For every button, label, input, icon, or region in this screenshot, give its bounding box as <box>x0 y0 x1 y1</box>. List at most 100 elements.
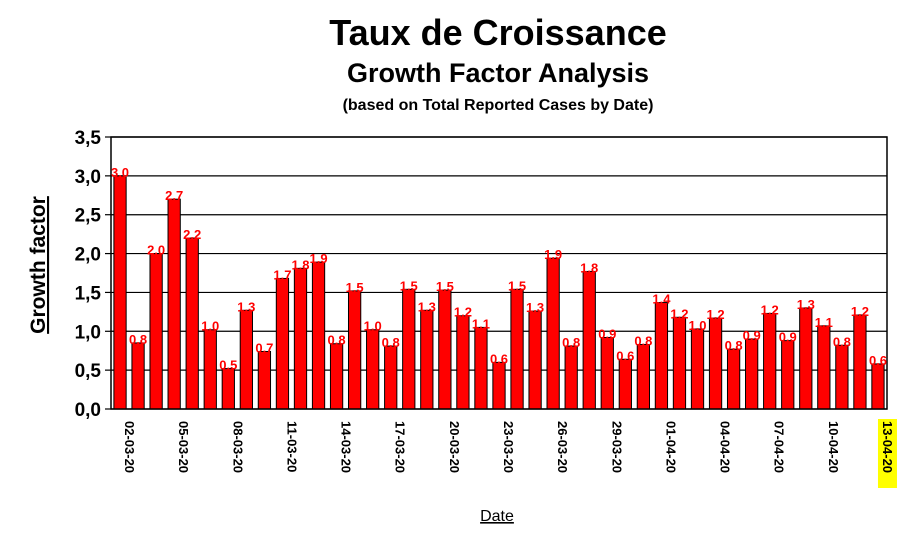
x-tick-label: 08-03-20 <box>230 421 245 473</box>
bar <box>438 289 452 410</box>
x-tick: 02-03-20 <box>122 421 137 473</box>
data-label: 1,3 <box>237 299 255 314</box>
bar <box>167 198 181 410</box>
bar <box>402 288 416 410</box>
data-label: 0,5 <box>219 358 237 373</box>
x-tick-label: 11-03-20 <box>284 421 299 472</box>
data-label: 1,2 <box>670 306 688 321</box>
y-axis-label: Growth factor <box>27 196 50 334</box>
bar <box>347 290 362 410</box>
x-axis-label: Date <box>480 508 514 525</box>
data-label: 2,0 <box>147 243 165 258</box>
bar <box>799 307 813 410</box>
x-tick-label: 10-04-20 <box>826 421 841 473</box>
data-label: 0,9 <box>743 328 761 343</box>
data-label: 1,5 <box>508 278 526 293</box>
x-tick: 08-03-20 <box>230 421 245 473</box>
y-tick-label: 2,0 <box>75 245 101 266</box>
data-label: 1,9 <box>544 247 562 262</box>
bar <box>600 337 614 410</box>
bar <box>745 338 759 410</box>
x-tick-label: 02-03-20 <box>122 421 137 473</box>
bar <box>131 342 145 410</box>
data-label: 0,8 <box>833 334 851 349</box>
chart-subtitle: Growth Factor Analysis <box>346 58 650 88</box>
x-tick-label: 26-03-20 <box>555 421 570 473</box>
data-label: 2,2 <box>183 227 201 242</box>
bar <box>636 343 651 410</box>
bar <box>654 302 669 410</box>
x-tick: 04-04-20 <box>718 421 733 473</box>
data-label: 1,1 <box>815 315 833 330</box>
data-label: 1,8 <box>580 260 598 275</box>
bar <box>185 237 199 410</box>
x-tick: 01-04-20 <box>663 421 678 473</box>
bar <box>384 345 398 410</box>
data-label: 0,8 <box>562 335 580 350</box>
bar <box>781 340 795 410</box>
x-tick-label: 13-04-20 <box>880 421 895 473</box>
data-label: 0,6 <box>616 348 634 363</box>
data-label: 1,4 <box>652 292 671 307</box>
bar <box>763 312 777 410</box>
chart-title: Taux de Croissance <box>329 12 667 53</box>
bar <box>239 309 253 410</box>
data-label: 1,2 <box>851 304 869 319</box>
data-label: 0,9 <box>779 330 797 345</box>
bar <box>546 257 560 410</box>
bar <box>456 315 470 410</box>
x-tick: 29-03-20 <box>609 421 624 473</box>
x-tick: 26-03-20 <box>555 421 570 473</box>
data-label: 0,8 <box>725 338 743 353</box>
bar <box>726 348 741 410</box>
bar <box>510 288 524 410</box>
bar <box>366 329 380 410</box>
data-label: 3,0 <box>111 165 129 180</box>
bars <box>113 175 885 410</box>
y-tick-label: 1,5 <box>75 283 102 304</box>
bar <box>221 368 235 410</box>
data-label: 2,7 <box>165 188 183 203</box>
x-tick-label: 29-03-20 <box>609 421 624 473</box>
x-tick-label: 14-03-20 <box>339 421 354 473</box>
chart-subtitle-note: (based on Total Reported Cases by Date) <box>342 97 654 114</box>
data-label: 1,8 <box>291 257 309 272</box>
data-labels: 3,00,82,02,72,21,00,51,30,71,71,8 1,90,81… <box>111 165 887 373</box>
data-label: 1,1 <box>472 316 490 331</box>
bar <box>329 343 344 410</box>
x-tick: 11-03-20 <box>284 421 299 472</box>
bar <box>474 326 488 410</box>
bar <box>708 317 723 410</box>
data-label: 1,0 <box>364 319 382 334</box>
x-tick: 13-04-20 <box>877 419 897 488</box>
x-tick: 23-03-20 <box>501 421 516 473</box>
y-tick-label: 2,5 <box>75 206 102 227</box>
bar <box>817 325 831 410</box>
y-tick-label: 3,0 <box>75 167 101 188</box>
bar <box>293 267 308 410</box>
x-tick: 07-04-20 <box>772 421 787 473</box>
bar <box>672 316 687 410</box>
y-tick-label: 1,0 <box>75 322 101 343</box>
data-label: 1,9 <box>309 251 327 266</box>
y-tick-labels: 0,0 0,5 1,0 1,5 2,0 2,5 3,0 3,5 <box>75 128 102 421</box>
data-label: 0,6 <box>490 351 508 366</box>
y-tick-label: 0,5 <box>75 361 102 382</box>
x-tick-label: 23-03-20 <box>501 421 516 473</box>
data-label: 0,9 <box>598 327 616 342</box>
bar <box>690 328 705 410</box>
x-tick-label: 20-03-20 <box>447 421 462 473</box>
bar <box>582 270 596 410</box>
x-tick-labels: 02-03-20 05-03-20 08-03-20 11-03-20 14-03-20… <box>122 419 897 488</box>
x-tick-label: 17-03-20 <box>393 421 408 473</box>
y-tick-label: 3,5 <box>75 128 102 149</box>
data-label: 0,8 <box>634 333 652 348</box>
data-label: 0,8 <box>129 332 147 347</box>
data-label: 0,8 <box>382 335 400 350</box>
x-tick: 05-03-20 <box>176 421 191 473</box>
x-tick: 14-03-20 <box>339 421 354 473</box>
data-label: 1,2 <box>761 302 779 317</box>
bar <box>853 314 867 410</box>
bar <box>420 309 434 410</box>
